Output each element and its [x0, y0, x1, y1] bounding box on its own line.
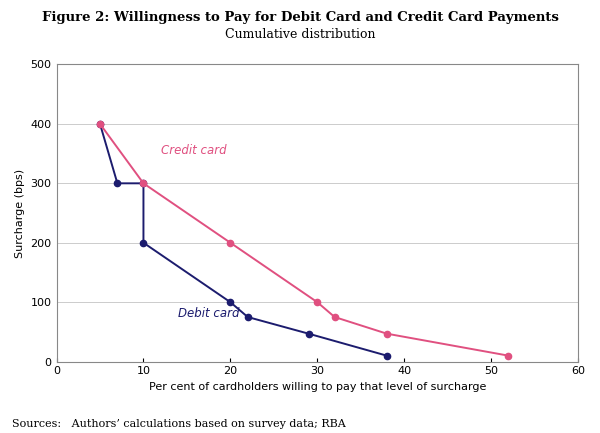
Text: Debit card: Debit card	[178, 307, 240, 320]
Y-axis label: Surcharge (bps): Surcharge (bps)	[15, 168, 25, 258]
Text: Figure 2: Willingness to Pay for Debit Card and Credit Card Payments: Figure 2: Willingness to Pay for Debit C…	[41, 11, 559, 24]
Text: Credit card: Credit card	[161, 144, 226, 157]
Text: Sources:   Authors’ calculations based on survey data; RBA: Sources: Authors’ calculations based on …	[12, 419, 346, 429]
Text: Cumulative distribution: Cumulative distribution	[225, 28, 375, 41]
X-axis label: Per cent of cardholders willing to pay that level of surcharge: Per cent of cardholders willing to pay t…	[149, 382, 486, 392]
